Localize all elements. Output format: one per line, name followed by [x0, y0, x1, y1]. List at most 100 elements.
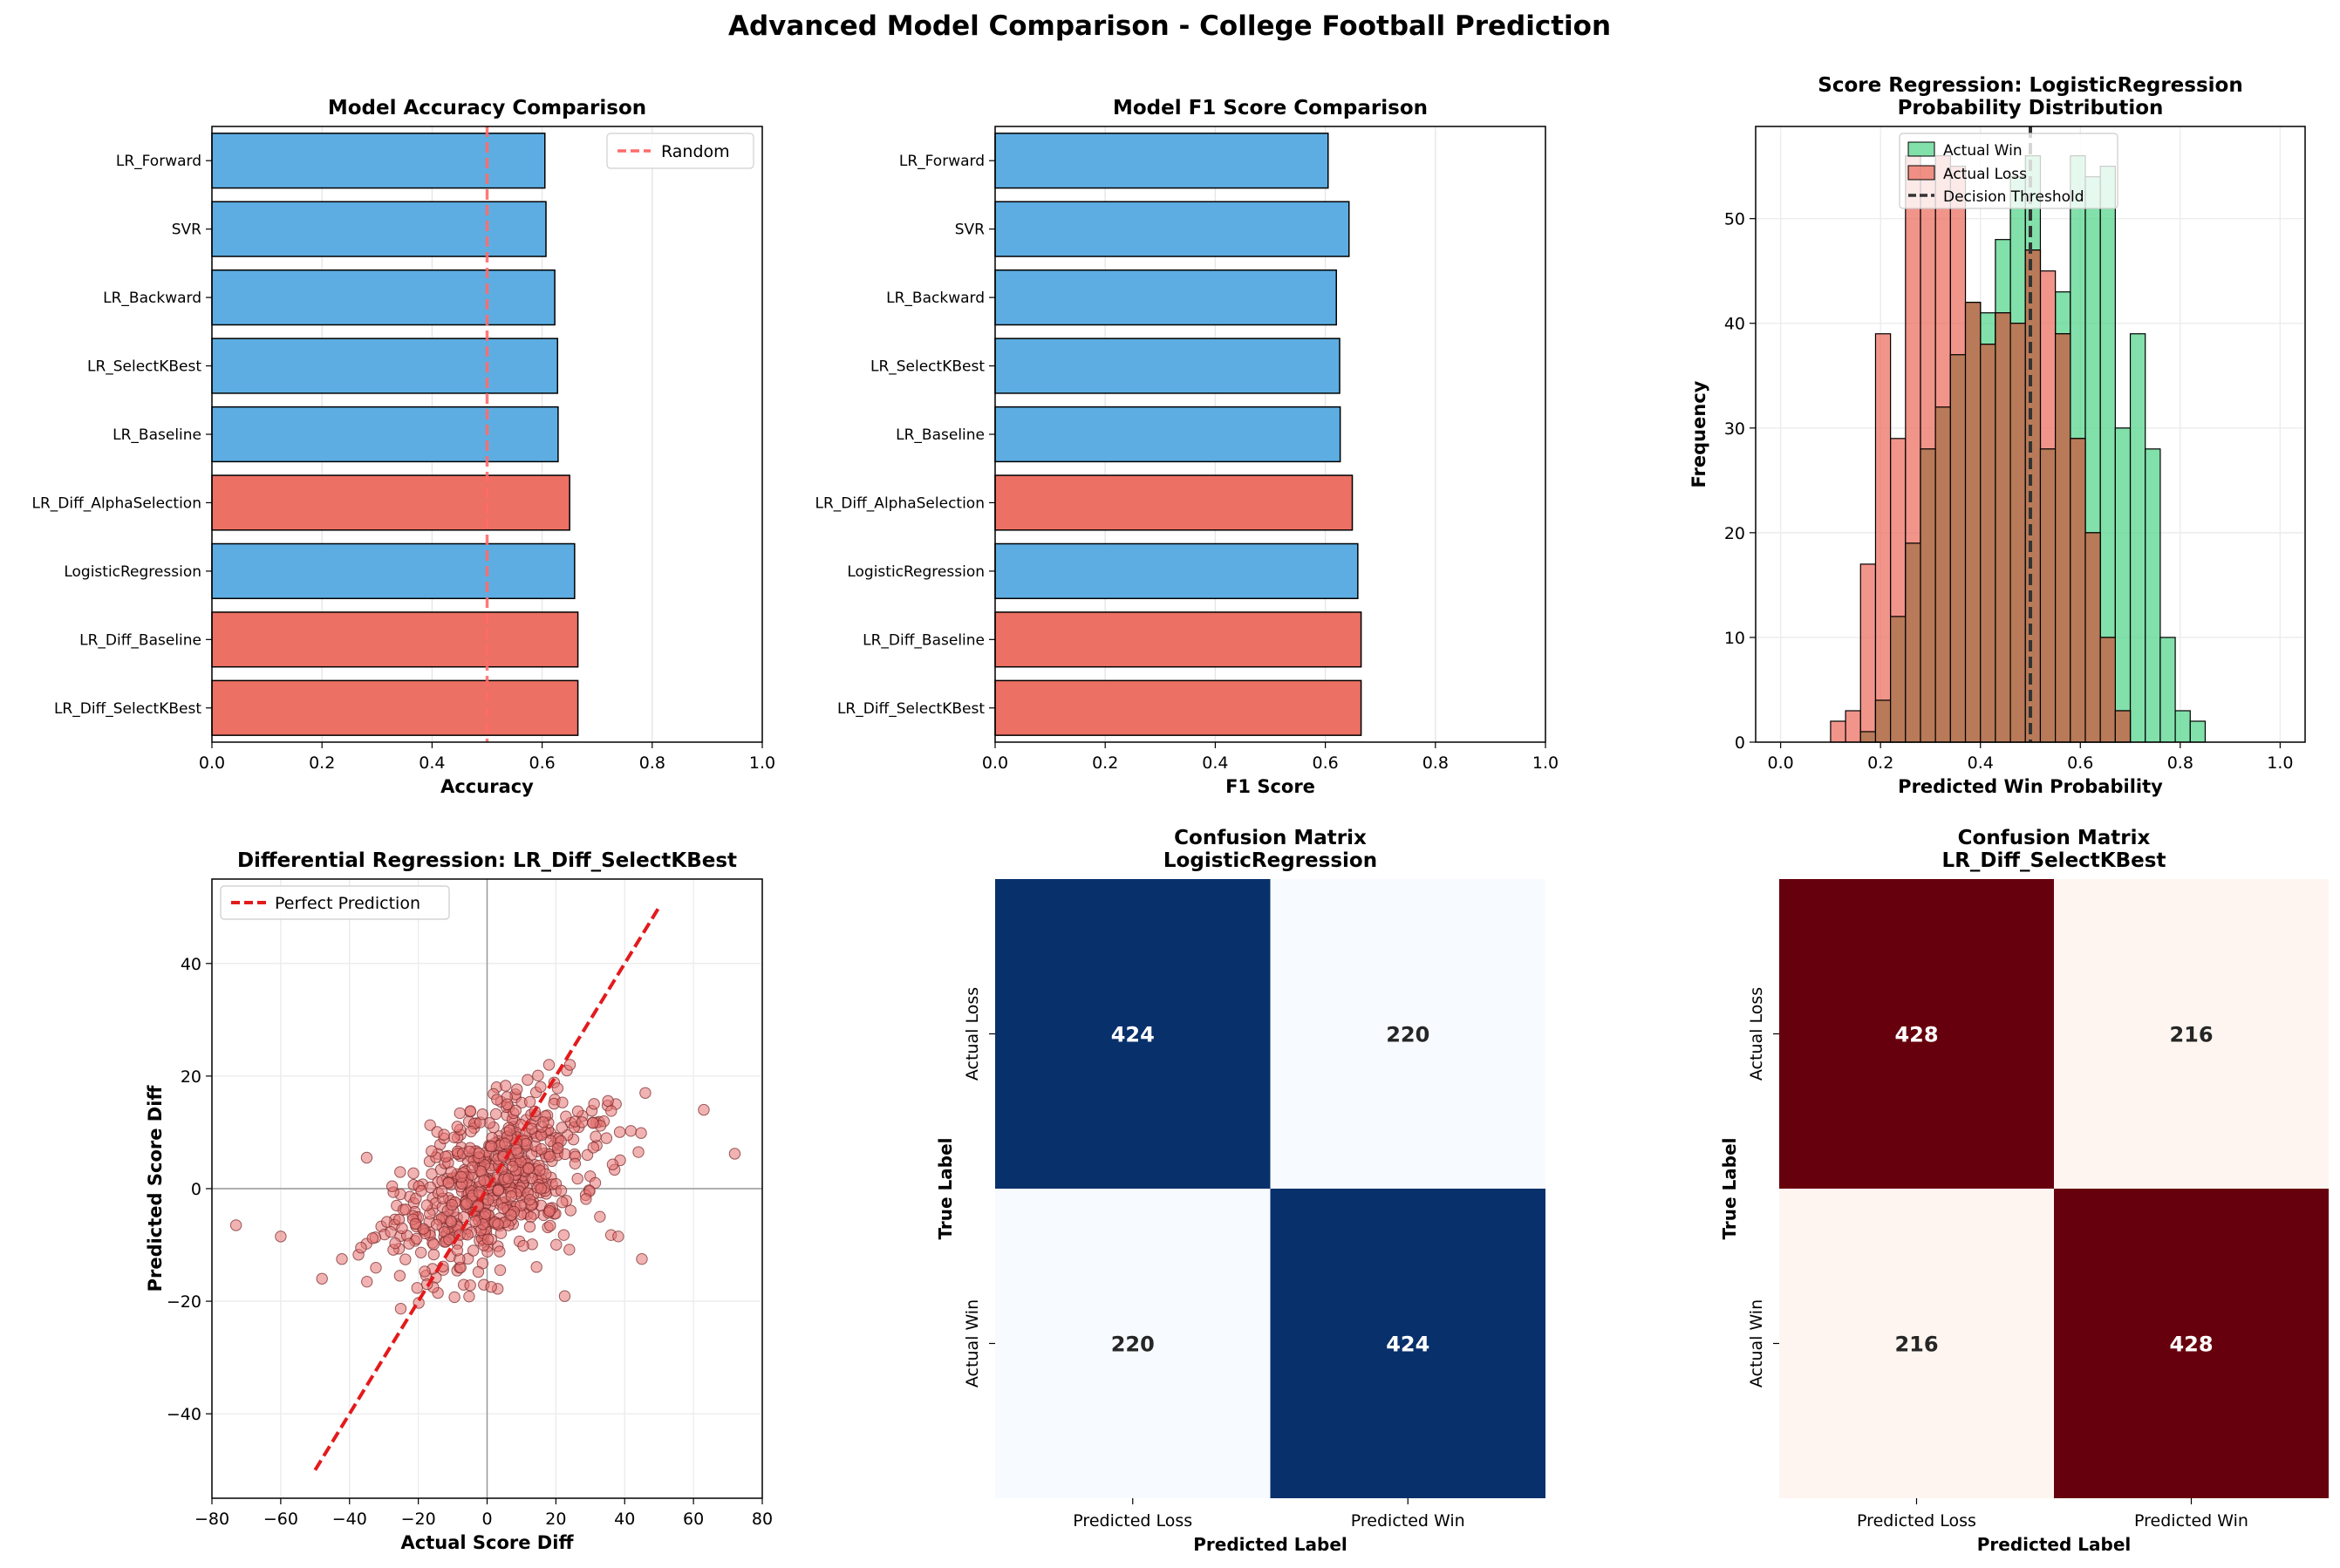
scatter-point	[534, 1164, 546, 1176]
scatter-point	[499, 1137, 511, 1150]
y-tick-label: LR_Diff_SelectKBest	[837, 700, 985, 718]
y-tick-label: LR_Forward	[899, 153, 985, 170]
scatter-point	[491, 1094, 503, 1106]
bar-LR_Forward	[994, 133, 1329, 189]
scatter-point	[532, 1069, 544, 1082]
scatter-point	[563, 1059, 576, 1071]
scatter-point	[385, 1225, 397, 1238]
legend-label: Actual Loss	[1943, 166, 2027, 183]
y-tick-label: LR_Backward	[103, 290, 201, 307]
x-tick-label: 0.8	[639, 753, 665, 773]
scatter-point	[543, 1150, 556, 1162]
panel-title: Differential Regression: LR_Diff_SelectK…	[237, 849, 737, 872]
scatter-point	[563, 1244, 576, 1256]
cm-cell	[995, 879, 1271, 1189]
scatter-point	[485, 1140, 497, 1153]
scatter-point	[510, 1143, 522, 1156]
bar-LR_Backward	[211, 269, 556, 326]
legend-box	[220, 885, 450, 920]
legend-box	[606, 133, 754, 169]
overlap-bin	[2084, 532, 2101, 743]
scatter-point	[555, 1184, 568, 1196]
cm-value: 220	[1111, 1333, 1155, 1357]
scatter-point	[636, 1252, 648, 1265]
x-tick-label: 0.0	[982, 753, 1008, 773]
x-tick-label: −60	[263, 1510, 298, 1529]
y-tick-label: LR_Baseline	[113, 426, 201, 444]
scatter-point	[536, 1142, 548, 1156]
scatter-point	[544, 1219, 556, 1232]
scatter-point	[600, 1132, 613, 1144]
x-tick-label: 0.2	[1092, 753, 1118, 773]
scatter-point	[500, 1080, 512, 1092]
y-tick-label: LR_Diff_SelectKBest	[54, 700, 201, 718]
scatter-point	[523, 1221, 536, 1233]
x-tick-label: 0.2	[1867, 753, 1893, 773]
y-tick-label: 0	[191, 1180, 201, 1199]
scatter-point	[389, 1237, 401, 1250]
scatter-point	[461, 1229, 474, 1241]
scatter-point	[587, 1142, 600, 1154]
scatter-point	[445, 1215, 457, 1227]
scatter-point	[446, 1198, 458, 1211]
y-tick-label: LR_Diff_Baseline	[863, 631, 985, 649]
y-tick-label: 40	[181, 955, 201, 974]
x-tick-label: 0.4	[419, 753, 445, 773]
x-tick-label: 60	[683, 1510, 704, 1529]
scatter-point	[396, 1222, 408, 1235]
axes-frame	[211, 878, 763, 1499]
scatter-point	[316, 1272, 328, 1285]
overlap-bin	[2070, 438, 2086, 743]
scatter-point	[481, 1233, 495, 1245]
y-tick-label: LR_Baseline	[896, 426, 985, 444]
scatter-point	[440, 1150, 452, 1162]
overlap-bin	[1890, 616, 1907, 743]
bar-LR_Baseline	[994, 406, 1341, 463]
overlap-bin	[2055, 333, 2071, 743]
overlap-bin	[2024, 249, 2042, 743]
scatter-point	[489, 1108, 502, 1121]
y-axis-label: Predicted Score Diff	[145, 1085, 166, 1292]
scatter-point	[460, 1197, 473, 1210]
scatter-point	[571, 1105, 584, 1118]
y-tick-label: SVR	[172, 222, 201, 239]
scatter-point	[580, 1193, 592, 1205]
panel-hist: 0.0 0.2 0.4 0.6 0.8 1.0 0 10 20 30 40 50 Score Regre…	[1688, 74, 2306, 797]
scatter-point	[466, 1161, 479, 1174]
legend-label: Decision Threshold	[1943, 188, 2084, 206]
scatter-point	[407, 1167, 420, 1180]
bar-LR_Diff_SelectKBest	[211, 679, 579, 736]
win-bin	[2159, 637, 2176, 743]
overlap-bin	[2009, 323, 2026, 743]
y-axis-label: True Label	[935, 1137, 956, 1239]
bar-LogisticRegression	[211, 542, 576, 600]
scatter-point	[385, 1180, 399, 1192]
y-tick-label: LR_Diff_Baseline	[79, 631, 201, 649]
scatter-point	[505, 1190, 518, 1203]
x-tick-label: 0.6	[2067, 753, 2093, 773]
legend-label: Random	[661, 142, 730, 161]
scatter-point	[590, 1130, 602, 1142]
x-tick-label: 1.0	[2267, 753, 2293, 773]
scatter-point	[463, 1290, 475, 1303]
scatter-point	[415, 1184, 427, 1197]
cm-cell	[2054, 1189, 2329, 1498]
x-axis-label: Predicted Win Probability	[1898, 776, 2163, 797]
cm-value: 424	[1111, 1023, 1155, 1047]
cm-cell	[995, 1189, 1271, 1498]
x-axis-label: F1 Score	[1225, 776, 1315, 797]
scatter-point	[454, 1107, 466, 1120]
y-tick-label: −20	[167, 1292, 201, 1312]
scatter-point	[336, 1253, 348, 1265]
x-tick-label: 1.0	[749, 753, 775, 773]
scatter-point	[576, 1116, 589, 1128]
win-bin	[2145, 448, 2161, 743]
scatter-point	[399, 1253, 412, 1265]
scatter-point	[427, 1238, 440, 1251]
bar-LR_Backward	[994, 269, 1337, 326]
cm-cell	[1270, 1189, 1545, 1498]
x-tick-label: 0.0	[199, 753, 225, 773]
panel-cm_diff: 428 216 216 428 Predicted Loss Predicted Win A…	[1719, 827, 2329, 1555]
panel-title: Confusion Matrix	[1958, 827, 2151, 849]
legend-box	[1899, 133, 2118, 209]
